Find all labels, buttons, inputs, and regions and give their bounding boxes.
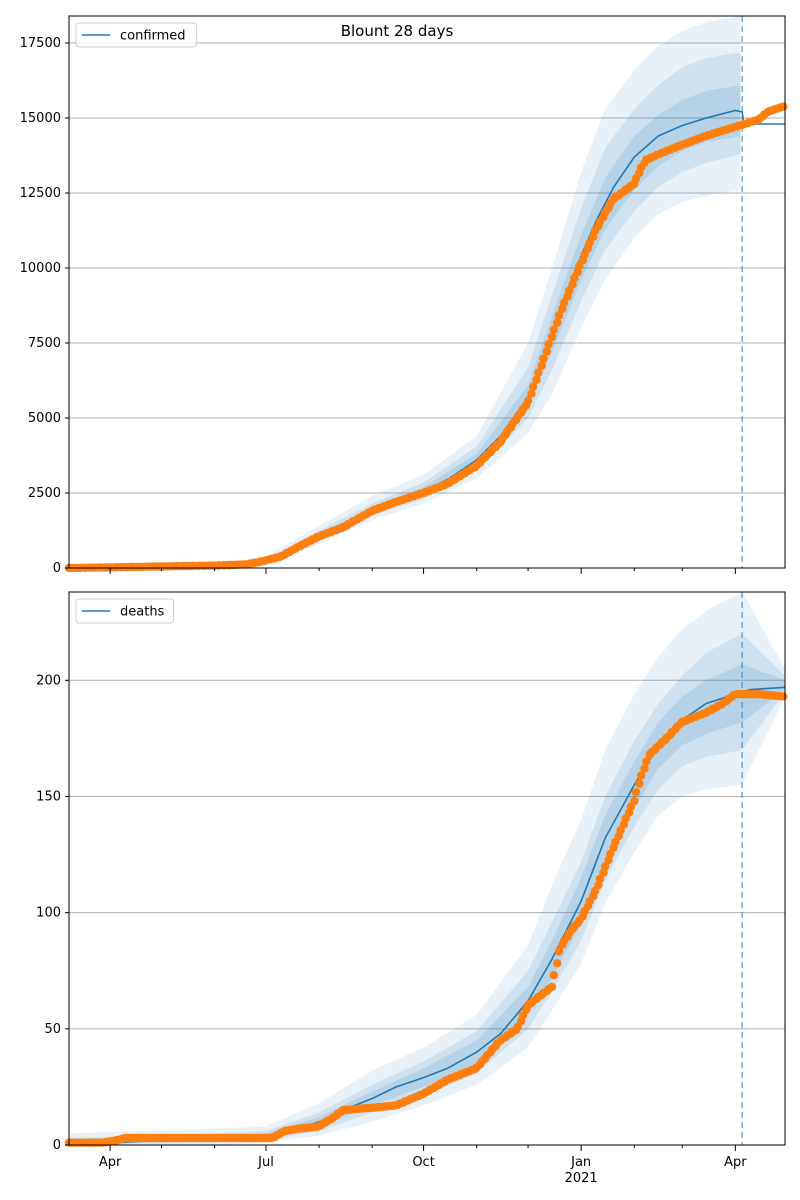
figure-title: Blount 28 days: [341, 22, 454, 40]
observed-point: [631, 788, 641, 797]
axes-frame: [68, 591, 786, 1146]
observed-point: [549, 971, 558, 980]
observed-point: [549, 325, 558, 334]
observed-point: [529, 382, 538, 391]
observed-point: [534, 368, 543, 377]
axes-frame: [68, 15, 786, 569]
x-tick-label: Apr: [99, 1155, 122, 1170]
observed-point: [544, 340, 553, 349]
observed-point: [595, 874, 605, 884]
y-tick-label: 0: [53, 561, 61, 576]
y-tick-label: 12500: [20, 186, 61, 201]
observed-point: [565, 286, 574, 295]
observed-point: [527, 389, 536, 398]
x-tick-label: Apr: [724, 1155, 747, 1170]
observed-point: [600, 862, 610, 871]
observed-point: [554, 311, 564, 320]
observed-point: [537, 361, 546, 370]
confidence-band-2: [69, 634, 785, 1145]
observed-point: [635, 779, 644, 788]
y-tick-label: 17500: [20, 36, 61, 51]
observed-point: [642, 757, 651, 766]
x-tick-label: Oct: [412, 1155, 434, 1170]
observed-point: [630, 796, 639, 806]
confidence-band-1: [69, 16, 741, 569]
observed-point: [523, 396, 533, 405]
observed-point: [779, 692, 788, 701]
confidence-band-2: [69, 52, 741, 569]
observed-point: [570, 274, 579, 283]
observed-point: [779, 102, 788, 111]
y-tick-label: 10000: [20, 261, 61, 276]
legend: deaths: [75, 598, 175, 624]
observed-point: [606, 849, 615, 859]
legend-box: [75, 598, 175, 624]
y-tick-label: 7500: [28, 336, 61, 351]
observed-point: [532, 375, 541, 384]
observed-point: [559, 298, 569, 307]
observed-point: [547, 332, 557, 342]
legend-label: deaths: [120, 605, 165, 620]
confidence-band-3: [69, 85, 741, 569]
y-tick-label: 5000: [28, 411, 61, 426]
y-tick-label: 50: [44, 1022, 61, 1037]
y-tick-label: 15000: [20, 111, 61, 126]
observed-point: [547, 982, 557, 992]
x-tick-label: Jul: [257, 1155, 274, 1170]
legend: confirmed: [75, 22, 197, 48]
x-tick-sublabel: 2021: [565, 1171, 598, 1186]
confidence-band-1: [69, 592, 785, 1145]
observed-point: [599, 868, 608, 877]
observed-point: [640, 764, 649, 773]
y-tick-label: 150: [36, 789, 61, 804]
observed-point: [636, 771, 646, 780]
observed-point: [539, 354, 548, 363]
y-tick-label: 0: [53, 1138, 61, 1153]
confirmed-panel: 0 2500 5000 7500 10000 12500 15000 17500 confirm…: [20, 15, 788, 576]
y-tick-label: 200: [36, 673, 61, 688]
observed-point: [553, 318, 562, 327]
observed-point: [554, 947, 564, 956]
y-tick-label: 100: [36, 906, 61, 921]
confidence-band-3: [69, 664, 785, 1145]
legend-box: [75, 22, 197, 48]
y-tick-label: 2500: [28, 486, 61, 501]
observed-point: [553, 959, 562, 968]
observed-point: [542, 347, 552, 356]
x-tick-label: Jan: [570, 1155, 591, 1170]
legend-label: confirmed: [120, 29, 186, 44]
